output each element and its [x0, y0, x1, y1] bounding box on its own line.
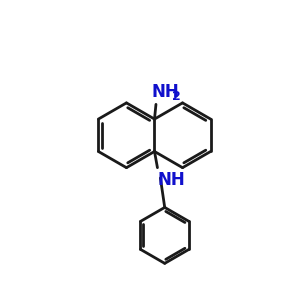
- Text: NH: NH: [158, 171, 185, 189]
- Text: NH: NH: [152, 83, 179, 101]
- Text: 2: 2: [172, 90, 181, 103]
